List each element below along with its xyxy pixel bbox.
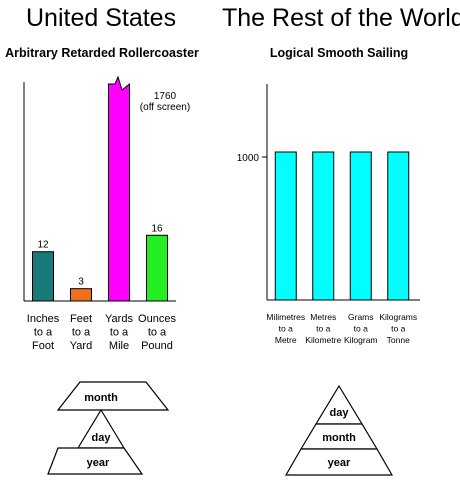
us-category-label: Mile — [109, 340, 129, 352]
us-bar — [146, 234, 168, 302]
world-bar — [312, 151, 335, 301]
us-bar — [32, 251, 54, 302]
world-category-label: to a — [354, 324, 368, 334]
world-date-pyramid: day month year — [284, 384, 394, 476]
us-category-label: to a — [148, 327, 167, 339]
us-pyramid-top — [56, 381, 170, 411]
us-pyramid-bottom — [47, 447, 144, 475]
us-pyramid-label-month: month — [84, 392, 118, 404]
world-category-label: Metres — [310, 312, 336, 322]
us-category-label: Pound — [141, 340, 173, 352]
world-category-label: Tonne — [387, 335, 410, 345]
world-bar — [349, 151, 372, 301]
world-ytick-label: 1000 — [237, 153, 260, 164]
us-annotation-value: 1760 — [154, 91, 177, 102]
world-category-label: Kilometre — [305, 335, 341, 345]
world-pyramid-label-year: year — [328, 457, 351, 469]
us-bar-value-label: 12 — [37, 240, 49, 251]
us-chart-title: Arbitrary Retarded Rollercoaster — [5, 46, 199, 60]
world-bar — [387, 151, 410, 301]
us-category-label: Ounces — [138, 313, 176, 325]
world-category-label: Grams — [348, 312, 374, 322]
us-category-label: Yards — [105, 313, 133, 325]
world-category-label: to a — [391, 324, 405, 334]
world-pyramid-label-day: day — [330, 407, 350, 419]
world-category-label: to a — [279, 324, 293, 334]
us-category-label: to a — [72, 327, 91, 339]
world-category-label: Kilogram — [344, 335, 378, 345]
us-category-label: to a — [34, 327, 53, 339]
world-category-label: Kilograms — [379, 312, 417, 322]
us-pyramid-label-day: day — [92, 432, 112, 444]
us-category-label: Inches — [27, 313, 60, 325]
world-category-label: Metre — [275, 335, 297, 345]
world-category-label: Milimetres — [266, 312, 305, 322]
us-annotation-note: (off screen) — [140, 102, 190, 113]
us-heading: United States — [26, 4, 177, 32]
us-category-label: Foot — [32, 340, 54, 352]
us-bar — [70, 288, 92, 302]
world-category-label: to a — [316, 324, 330, 334]
us-bar-value-label: 3 — [78, 277, 84, 288]
world-heading: The Rest of the World — [222, 4, 460, 32]
world-pyramid-bottom — [284, 448, 394, 476]
world-pyramid-label-month: month — [322, 432, 356, 444]
world-bar — [274, 151, 297, 301]
us-category-label: to a — [110, 327, 129, 339]
us-date-pyramid: month day year — [47, 381, 170, 475]
us-bar-value-label: 16 — [151, 223, 163, 234]
us-bar — [108, 75, 130, 302]
us-category-label: Yard — [70, 340, 92, 352]
us-pyramid-label-year: year — [87, 457, 110, 469]
world-chart-title: Logical Smooth Sailing — [269, 46, 409, 60]
us-category-label: Feet — [70, 313, 92, 325]
